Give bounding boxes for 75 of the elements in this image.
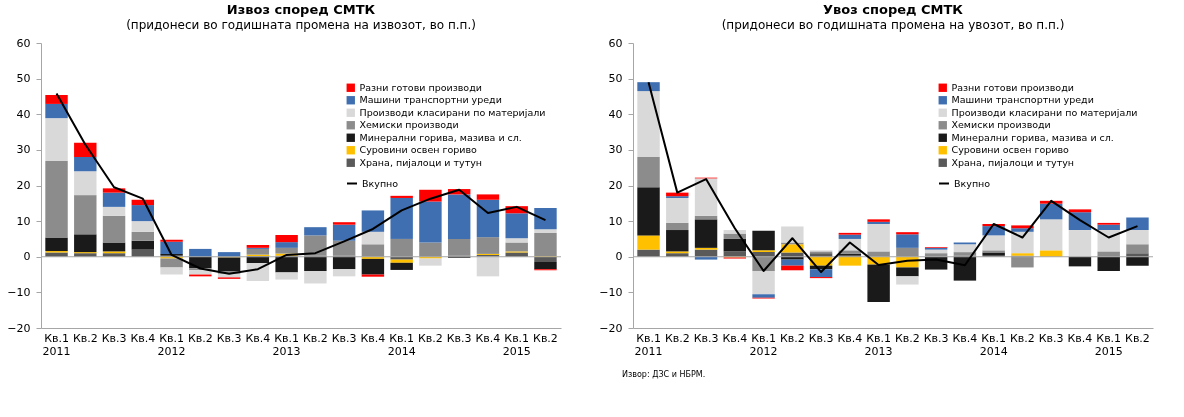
y-tick-label: 40 [608, 107, 623, 121]
x-tick-label: Кв.2 [1125, 331, 1150, 345]
legend-label: Вкупно [362, 177, 399, 189]
y-tick-label: −20 [7, 321, 31, 335]
legend-label: Машини транспортни уреди [359, 94, 502, 106]
x-tick-label: Кв.3 [693, 331, 719, 345]
y-tick-label: 30 [608, 143, 623, 157]
y-tick-label: 20 [608, 179, 623, 192]
x-tick-label: Кв.3 [923, 331, 949, 345]
legend-label: Минерални горива, мазива и сл. [359, 131, 522, 143]
legend-label: Производи класирани по материјали [951, 106, 1138, 118]
x-tick-label: Кв.1 2014 [387, 331, 416, 358]
x-tick-label: Кв.4 [1067, 331, 1093, 345]
chart-subtitle: (придонеси во годишната промена на увозот, во п.п.) [721, 18, 1065, 32]
legend-label: Храна, пијалоци и тутун [951, 156, 1075, 168]
x-tick-label: Кв.2 [187, 331, 213, 345]
x-tick-label: Кв.1 2015 [1094, 331, 1123, 358]
x-tick-label: Кв.4 [475, 331, 501, 345]
x-tick-label: Кв.4 [952, 331, 978, 345]
x-tick-label: Кв.3 [446, 331, 472, 345]
x-tick-label: Кв.4 [130, 331, 156, 345]
x-tick-label: Кв.2 [664, 331, 690, 345]
x-tick-label: Кв.3 [331, 331, 357, 345]
chart-title: Увоз според СМТК [823, 2, 964, 17]
x-tick-label: Кв.4 [360, 331, 386, 345]
y-tick-label: 30 [16, 143, 31, 157]
y-tick-label: 10 [608, 214, 623, 228]
x-tick-label: Кв.3 [808, 331, 834, 345]
y-tick-label: 20 [16, 179, 31, 192]
y-tick-label: 50 [608, 72, 623, 86]
x-tick-label: Кв.1 2013 [272, 331, 301, 358]
legend-label: Разни готови производи [951, 81, 1074, 93]
x-tick-label: Кв.2 [779, 331, 805, 345]
y-tick-label: 60 [16, 36, 31, 50]
legend-label: Хемиски производи [951, 119, 1051, 131]
x-tick-label: Кв.4 [837, 331, 863, 345]
x-tick-label: Кв.1 2011 [634, 331, 663, 358]
x-tick-label: Кв.2 [72, 331, 98, 345]
legend-label: Вкупно [954, 177, 991, 189]
text: Извор: ДЗС и НБРМ. [622, 370, 707, 379]
x-tick-label: Кв.3 [1038, 331, 1064, 345]
legend-label: Суровини освен гориво [359, 144, 478, 156]
x-tick-label: Кв.1 2011 [42, 331, 71, 358]
x-tick-label: Кв.2 [302, 331, 328, 345]
legend-label: Хемиски производи [359, 119, 459, 131]
x-tick-label: Кв.3 [216, 331, 242, 345]
x-tick-label: Кв.1 2012 [749, 331, 778, 358]
x-tick-label: Кв.1 2012 [157, 331, 186, 358]
x-tick-label: Кв.2 [533, 331, 558, 345]
y-tick-label: 50 [16, 72, 31, 86]
y-tick-label: −20 [599, 321, 623, 335]
legend-label: Машини транспортни уреди [951, 94, 1094, 106]
chart-title: Извоз според СМТК [226, 2, 376, 17]
x-tick-label: Кв.2 [1010, 331, 1035, 345]
y-tick-label: 0 [23, 250, 31, 264]
x-tick-label: Кв.2 [894, 331, 920, 345]
x-tick-label: Кв.4 [245, 331, 271, 345]
y-tick-label: 0 [615, 250, 623, 264]
legend-label: Производи класирани по материјали [359, 106, 546, 118]
y-tick-label: −10 [7, 285, 31, 299]
x-tick-label: Кв.1 2015 [502, 331, 531, 358]
x-tick-label: Кв.1 2014 [979, 331, 1008, 358]
x-tick-label: Кв.1 2013 [864, 331, 893, 358]
legend-label: Разни готови производи [359, 81, 482, 93]
chart-subtitle: (придонеси во годишната промена на извозот, во п.п.) [126, 18, 476, 32]
y-tick-label: 10 [16, 214, 31, 228]
x-tick-label: Кв.3 [101, 331, 127, 345]
y-tick-label: 60 [608, 36, 623, 50]
x-tick-label: Кв.4 [722, 331, 748, 345]
legend-label: Минерални горива, мазива и сл. [951, 131, 1114, 143]
y-tick-label: 40 [16, 107, 31, 121]
legend-label: Храна, пијалоци и тутун [359, 156, 483, 168]
y-tick-label: −10 [599, 285, 623, 299]
legend-label: Суровини освен гориво [951, 144, 1070, 156]
x-tick-label: Кв.2 [418, 331, 443, 345]
